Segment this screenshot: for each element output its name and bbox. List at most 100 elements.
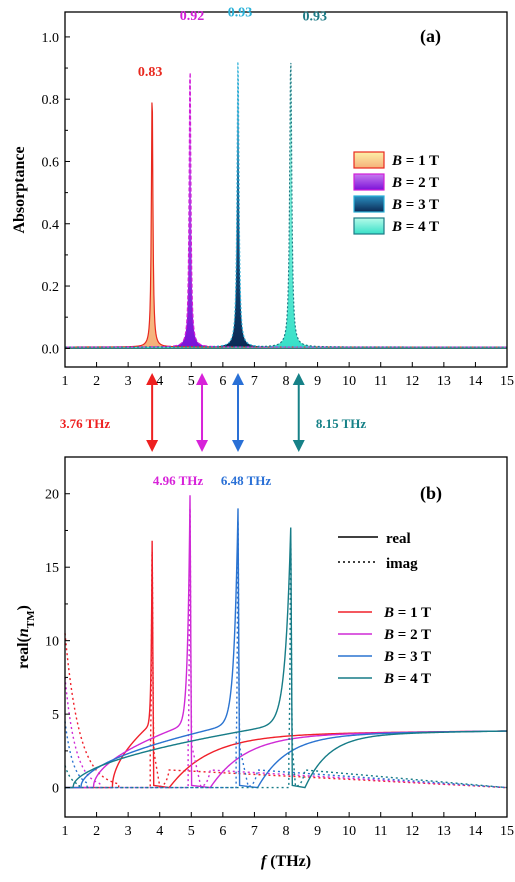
legend-swatch-3 [353,195,385,213]
x-tick-label: 8 [283,374,290,389]
x-tick-label: 12 [405,824,419,839]
line-style-label-real: real [386,531,411,547]
legend-swatch-1 [353,151,385,169]
x-tick-label: 15 [500,374,514,389]
peak-label-1: 0.83 [138,65,163,80]
x-tick-label: 10 [342,824,356,839]
x-tick-label: 5 [188,824,195,839]
x-tick-label: 1 [62,374,69,389]
legend-label-4: B = 4 T [383,671,431,687]
imag-curve-1 [64,551,508,789]
imag-curve-4 [64,539,508,789]
peak-label-4: 0.93 [302,10,327,25]
x-tick-label: 14 [468,824,482,839]
panel-a-x-ticks: 1 2 3 4 5 6 7 8 9 10 11 12 13 14 15 [62,362,514,389]
absorptance-fills [65,61,507,349]
panel-b-y-ticks: 0 5 10 15 20 [45,488,70,797]
arrow-head-up-4 [292,373,305,385]
peak-labels: 0.83 0.92 0.93 0.93 [138,6,327,80]
y-tick-label: 0.6 [42,155,60,170]
panel-a-y-ticks: 0.0 0.2 0.4 0.6 0.8 1.0 [42,31,70,357]
refractive-index-curves [64,495,508,789]
resonance-label-1: 3.76 THz [60,416,111,431]
legend-label-2: B = 2 T [391,175,439,191]
absorptance-curves [65,61,508,348]
absorptance-curve-1 [65,102,507,348]
legend-label-2: B = 2 T [383,627,431,643]
x-tick-label: 11 [374,374,387,389]
imag-curve-2 [64,508,508,789]
resonance-label-2: 4.96 THz [153,473,204,488]
real-curve-4 [65,527,508,789]
absorptance-curve-4 [65,62,507,348]
y-tick-label: 15 [45,561,59,576]
absorptance-panel: 1 2 3 4 5 6 7 8 9 10 11 12 13 14 15 0.00.20.40.60.81.0… [11,6,514,389]
x-tick-label: 10 [342,374,356,389]
resonance-arrows: 3.76 THz 4.96 THz 6.48 THz 8.15 THz [60,373,366,488]
panel-a-label: (a) [420,26,441,47]
y-tick-label: 10 [45,635,59,650]
legend-label-3: B = 3 T [383,649,431,665]
legend-label-1: B = 1 T [383,605,431,621]
refractive-index-axis-title: real(nTM) [15,605,37,669]
x-tick-label: 13 [437,374,451,389]
absorptance-fill-4 [65,62,507,349]
x-tick-label: 9 [314,824,321,839]
line-style-label-imag: imag [386,556,418,572]
peak-label-3: 0.93 [228,6,253,21]
x-tick-label: 8 [283,824,290,839]
x-tick-label: 6 [219,824,226,839]
arrow-head-up-2 [196,373,209,385]
peak-label-2: 0.92 [180,9,205,24]
imag-curve-3 [64,520,508,789]
frequency-axis-title: f (THz) [261,853,311,870]
x-tick-label: 7 [251,374,258,389]
panel-b-legend: real imag B = 1 T B = 2 T B = 3 T B = 4 T [338,531,431,687]
y-tick-label: 0.8 [42,93,60,108]
x-tick-label: 7 [251,824,258,839]
x-tick-label: 3 [125,824,132,839]
panel-b-x-ticks: 1 2 3 4 5 6 7 8 9 10 11 12 13 14 15 [62,812,514,839]
legend-swatch-2 [353,173,385,191]
x-tick-label: 15 [500,824,514,839]
x-tick-label: 11 [374,824,387,839]
y-tick-label: 0 [52,782,59,797]
x-tick-label: 3 [125,374,132,389]
resonance-label-3: 6.48 THz [221,473,272,488]
y-tick-label: 5 [52,708,59,723]
absorptance-fill-2 [65,72,507,349]
absorptance-axis-title: Absorptance [11,146,28,233]
legend-label-1: B = 1 T [391,153,439,169]
legend-label-3: B = 3 T [391,197,439,213]
panel-a-legend: B = 1 T B = 2 T B = 3 T B = 4 T [353,151,439,235]
arrow-head-down-4 [292,440,305,452]
panel-b-label: (b) [420,483,442,504]
y-tick-label: 1.0 [42,31,60,46]
absorptance-fill-3 [65,61,507,349]
arrow-head-down-2 [196,440,209,452]
x-tick-label: 12 [405,374,419,389]
arrow-head-up-1 [146,373,159,385]
y-tick-label: 0.0 [42,342,60,357]
x-tick-label: 4 [156,824,163,839]
x-tick-label: 5 [188,374,195,389]
x-tick-label: 2 [93,824,100,839]
arrow-head-down-3 [232,440,245,452]
x-tick-label: 2 [93,374,100,389]
absorptance-curve-2 [65,72,507,348]
y-tick-label: 0.2 [42,280,60,295]
arrow-head-up-3 [232,373,245,385]
y-tick-label: 20 [45,488,59,503]
panel-a-frame [64,11,508,368]
absorptance-fill-1 [65,102,507,349]
legend-label-4: B = 4 T [391,219,439,235]
x-tick-label: 6 [219,374,226,389]
x-tick-label: 13 [437,824,451,839]
y-tick-label: 0.4 [42,218,60,233]
x-tick-label: 1 [62,824,69,839]
x-tick-label: 9 [314,374,321,389]
arrow-head-down-1 [146,440,159,452]
x-tick-label: 4 [156,374,163,389]
